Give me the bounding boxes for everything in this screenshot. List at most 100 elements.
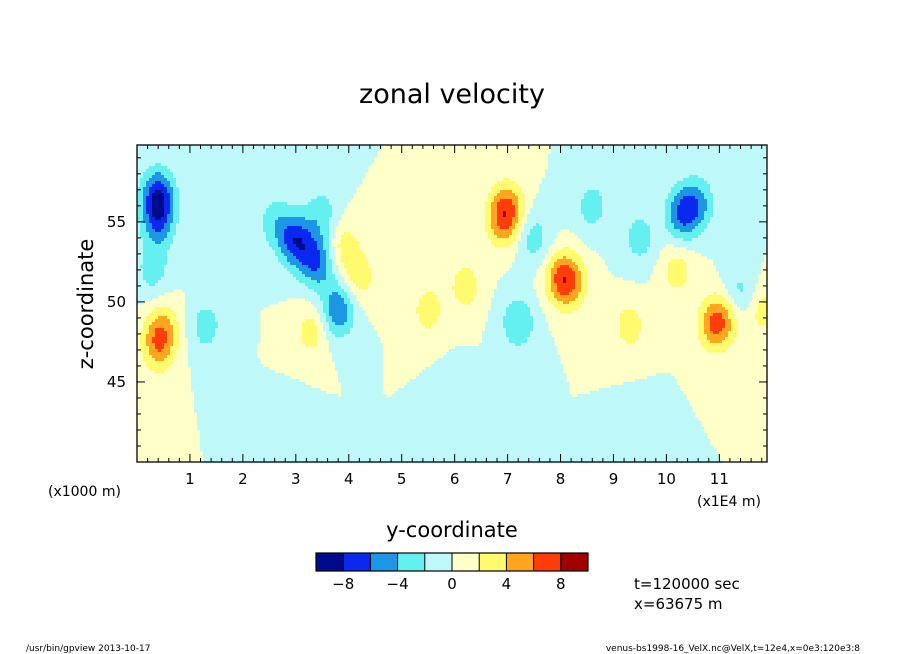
field-cell (644, 169, 648, 173)
field-cell (701, 193, 705, 197)
field-cell (173, 163, 177, 167)
field-cell (671, 181, 675, 185)
field-cell (548, 202, 552, 206)
field-cell (221, 214, 225, 218)
field-cell (743, 148, 747, 152)
field-cell (599, 184, 603, 188)
field-cell (173, 217, 177, 221)
field-cell (278, 157, 282, 161)
field-cell (734, 220, 738, 224)
field-cell (203, 232, 207, 236)
field-cell (242, 181, 246, 185)
field-cell (167, 166, 171, 170)
field-cell (140, 172, 144, 176)
field-cell (623, 163, 627, 167)
field-cell (239, 193, 243, 197)
field-cell (662, 232, 666, 236)
field-cell (551, 229, 555, 233)
field-cell (302, 220, 306, 224)
field-cell (569, 163, 573, 167)
field-cell (290, 214, 294, 218)
field-cell (632, 172, 636, 176)
field-cell (233, 178, 237, 182)
field-cell (584, 169, 588, 173)
field-cell (224, 163, 228, 167)
field-cell (167, 163, 171, 167)
field-cell (716, 223, 720, 227)
field-cell (158, 202, 162, 206)
field-cell (149, 238, 153, 242)
field-cell (200, 181, 204, 185)
field-cell (242, 214, 246, 218)
field-cell (755, 190, 759, 194)
field-cell (164, 205, 168, 209)
field-cell (320, 211, 324, 215)
field-cell (152, 223, 156, 227)
field-cell (299, 235, 303, 239)
field-cell (296, 172, 300, 176)
field-cell (626, 181, 630, 185)
field-cell (560, 223, 564, 227)
field-cell (149, 187, 153, 191)
field-cell (650, 214, 654, 218)
field-cell (269, 223, 273, 227)
field-cell (614, 169, 618, 173)
field-cell (164, 166, 168, 170)
field-cell (344, 169, 348, 173)
field-cell (170, 190, 174, 194)
field-cell (683, 178, 687, 182)
field-cell (224, 196, 228, 200)
field-cell (323, 229, 327, 233)
field-cell (332, 160, 336, 164)
field-cell (362, 163, 366, 167)
field-cell (674, 160, 678, 164)
field-cell (203, 235, 207, 239)
field-cell (734, 187, 738, 191)
field-cell (209, 232, 213, 236)
field-cell (344, 163, 348, 167)
field-cell (227, 196, 231, 200)
field-cell (305, 175, 309, 179)
field-cell (584, 187, 588, 191)
field-cell (179, 169, 183, 173)
field-cell (200, 193, 204, 197)
field-cell (644, 148, 648, 152)
field-cell (635, 154, 639, 158)
field-cell (605, 172, 609, 176)
field-cell (173, 196, 177, 200)
field-cell (287, 238, 291, 242)
field-cell (743, 178, 747, 182)
field-cell (632, 220, 636, 224)
field-cell (152, 202, 156, 206)
field-cell (302, 181, 306, 185)
field-cell (332, 199, 336, 203)
field-cell (665, 235, 669, 239)
field-cell (641, 226, 645, 230)
field-cell (746, 226, 750, 230)
field-cell (275, 169, 279, 173)
field-cell (506, 181, 510, 185)
field-cell (551, 157, 555, 161)
field-cell (746, 214, 750, 218)
field-cell (740, 196, 744, 200)
field-cell (704, 169, 708, 173)
field-cell (224, 172, 228, 176)
field-cell (596, 163, 600, 167)
field-cell (365, 151, 369, 155)
field-cell (587, 235, 591, 239)
field-cell (698, 163, 702, 167)
field-cell (527, 235, 531, 239)
field-cell (755, 160, 759, 164)
field-cell (725, 169, 729, 173)
field-cell (287, 217, 291, 221)
field-cell (731, 208, 735, 212)
field-cell (200, 175, 204, 179)
field-cell (170, 175, 174, 179)
field-cell (287, 187, 291, 191)
field-cell (182, 178, 186, 182)
field-cell (305, 148, 309, 152)
field-cell (209, 181, 213, 185)
field-cell (296, 169, 300, 173)
field-cell (365, 163, 369, 167)
field-cell (737, 205, 741, 209)
